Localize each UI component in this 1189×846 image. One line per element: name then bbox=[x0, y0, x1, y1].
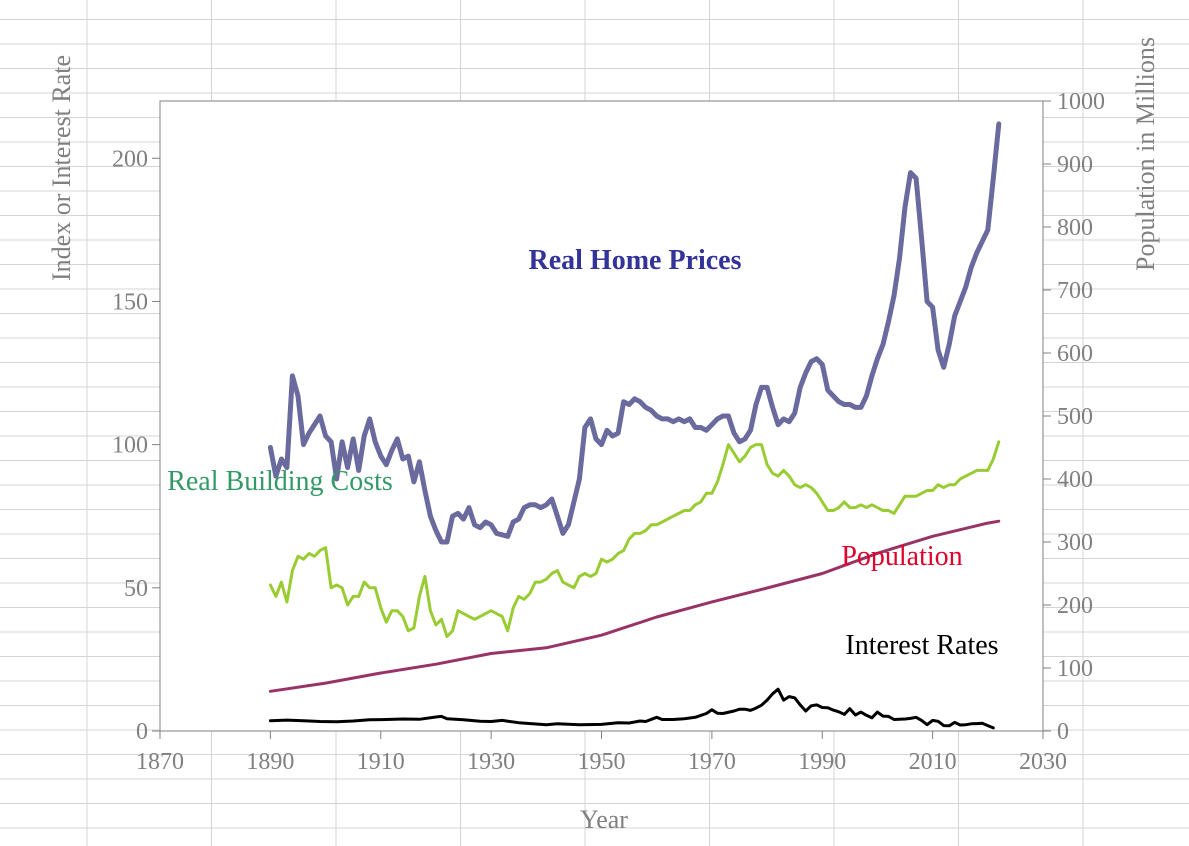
x-tick-label: 1990 bbox=[798, 749, 846, 775]
right-y-tick-label: 900 bbox=[1057, 152, 1093, 178]
right-y-tick-label: 1000 bbox=[1057, 89, 1105, 115]
right-y-tick-label: 0 bbox=[1057, 719, 1069, 745]
left-y-tick-label: 0 bbox=[136, 719, 148, 745]
left-y-axis-title: Index or Interest Rate bbox=[47, 55, 76, 281]
left-y-tick-label: 50 bbox=[124, 576, 148, 602]
right-y-tick-label: 400 bbox=[1057, 467, 1093, 493]
series-layer bbox=[267, 121, 1002, 730]
home-prices-annotation: Real Home Prices bbox=[528, 245, 741, 276]
population-annotation: Population bbox=[841, 541, 962, 572]
x-tick-label: 1870 bbox=[136, 749, 184, 775]
x-tick-label: 1930 bbox=[467, 749, 515, 775]
left-y-axis-ticks: 0 50 100 150 200 bbox=[112, 146, 160, 745]
right-y-axis-title: Population in Millions bbox=[1131, 37, 1160, 271]
right-y-tick-label: 500 bbox=[1057, 404, 1093, 430]
right-y-tick-label: 200 bbox=[1057, 593, 1093, 619]
building-costs-annotation: Real Building Costs bbox=[167, 466, 393, 497]
x-tick-label: 1910 bbox=[357, 749, 405, 775]
right-y-tick-label: 700 bbox=[1057, 278, 1093, 304]
left-y-tick-label: 100 bbox=[112, 433, 148, 459]
x-tick-label: 2010 bbox=[909, 749, 957, 775]
x-tick-label: 1950 bbox=[578, 749, 626, 775]
interest-rates-line bbox=[268, 687, 995, 730]
x-tick-label: 1890 bbox=[246, 749, 294, 775]
x-tick-label: 2030 bbox=[1019, 749, 1067, 775]
plot-area bbox=[159, 100, 1044, 732]
right-y-tick-label: 600 bbox=[1057, 341, 1093, 367]
x-tick-label: 1970 bbox=[688, 749, 736, 775]
x-axis-ticks: 1870 1890 1910 1930 1950 1970 1990 2010 2030 bbox=[136, 731, 1067, 775]
real-building-costs-line bbox=[268, 440, 1001, 638]
x-axis-title: Year bbox=[580, 805, 628, 834]
left-y-tick-label: 200 bbox=[112, 146, 148, 172]
right-y-tick-label: 800 bbox=[1057, 215, 1093, 241]
right-y-tick-label: 100 bbox=[1057, 656, 1093, 682]
interest-rates-annotation: Interest Rates bbox=[845, 630, 998, 661]
population-line bbox=[268, 519, 1001, 693]
left-y-tick-label: 150 bbox=[112, 289, 148, 315]
right-y-axis-ticks: 0 100 200 300 400 500 600 700 800 900 1000 bbox=[1043, 89, 1105, 745]
real-home-prices-line bbox=[267, 121, 1002, 545]
right-y-tick-label: 300 bbox=[1057, 530, 1093, 556]
